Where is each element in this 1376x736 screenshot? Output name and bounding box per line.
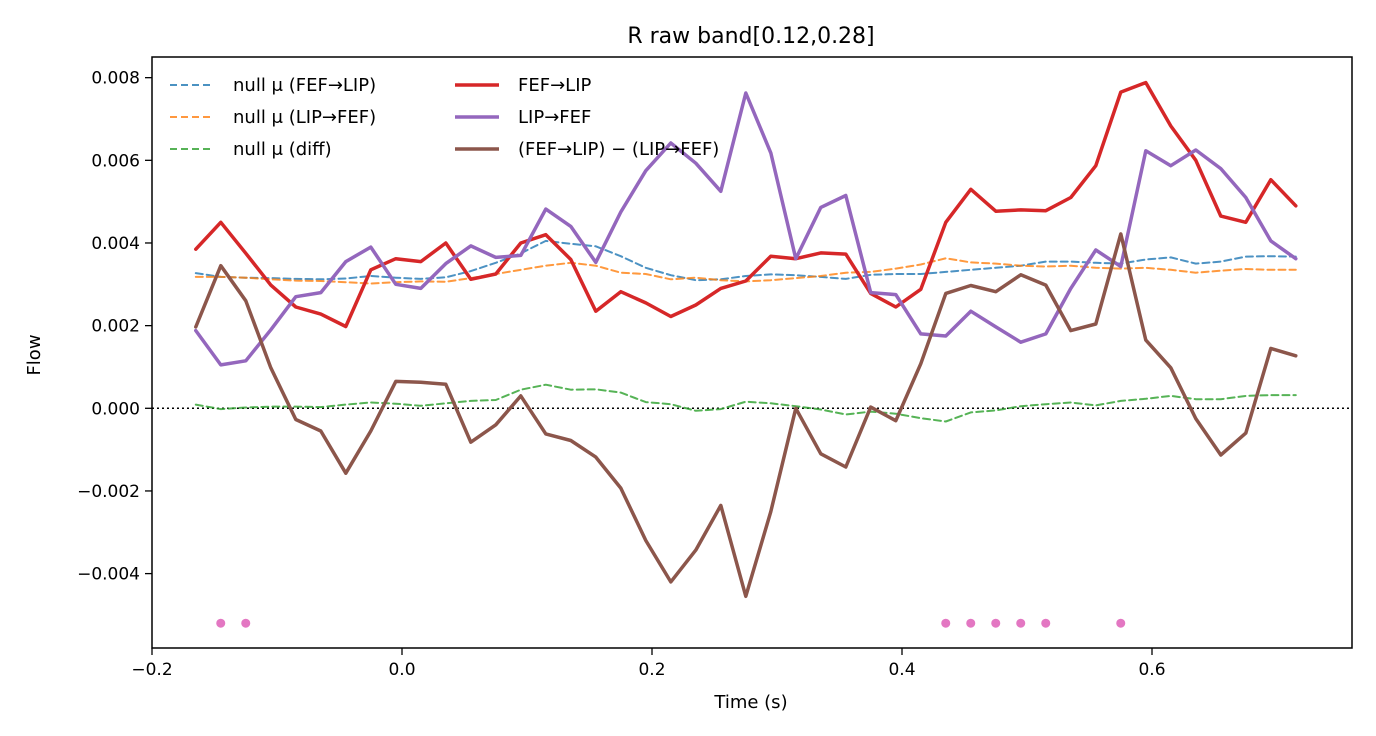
significance-marker [216, 618, 226, 628]
significance-marker [1116, 618, 1126, 628]
y-tick-label: −0.004 [77, 565, 140, 585]
significance-marker [966, 618, 976, 628]
legend-label-5: (FEF→LIP) − (LIP→FEF) [518, 139, 719, 160]
plot-area [152, 80, 1352, 628]
y-axis-label: Flow [24, 334, 45, 375]
legend-label-0: null μ (FEF→LIP) [233, 75, 376, 96]
axes-frame [151, 56, 1353, 649]
axes: −0.2 0.0 0.2 0.4 0.6 −0.004 −0.002 0.000 0.002 0.… [77, 56, 1353, 680]
y-tick-label: 0.002 [91, 317, 140, 337]
series-line-5 [194, 232, 1298, 599]
x-tick-label: −0.2 [131, 660, 172, 680]
chart-title: R raw band[0.12,0.28] [627, 24, 874, 49]
x-tick-label: 0.0 [388, 660, 415, 680]
x-tick-label: 0.2 [638, 660, 665, 680]
series-line-2 [194, 383, 1297, 423]
y-tick-label: 0.006 [91, 151, 140, 171]
y-tick-label: 0.004 [91, 234, 140, 254]
significance-marker [1041, 618, 1051, 628]
legend-label-4: LIP→FEF [518, 107, 591, 128]
x-axis-label: Time (s) [713, 692, 787, 713]
significance-marker [241, 618, 251, 628]
significance-marker [941, 618, 951, 628]
y-tick-label: 0.008 [91, 69, 140, 89]
y-tick-label: −0.002 [77, 482, 140, 502]
legend-label-2: null μ (diff) [233, 139, 332, 160]
x-tick-label: 0.6 [1138, 660, 1165, 680]
series-line-4 [194, 91, 1298, 367]
legend-label-3: FEF→LIP [518, 75, 591, 96]
legend: null μ (FEF→LIP) null μ (LIP→FEF) null μ (… [170, 75, 719, 160]
y-tick-label: 0.000 [91, 399, 140, 419]
legend-label-1: null μ (LIP→FEF) [233, 107, 376, 128]
x-tick-label: 0.4 [888, 660, 915, 680]
significance-marker [991, 618, 1001, 628]
series-line-3 [194, 80, 1298, 329]
significance-marker [1016, 618, 1026, 628]
